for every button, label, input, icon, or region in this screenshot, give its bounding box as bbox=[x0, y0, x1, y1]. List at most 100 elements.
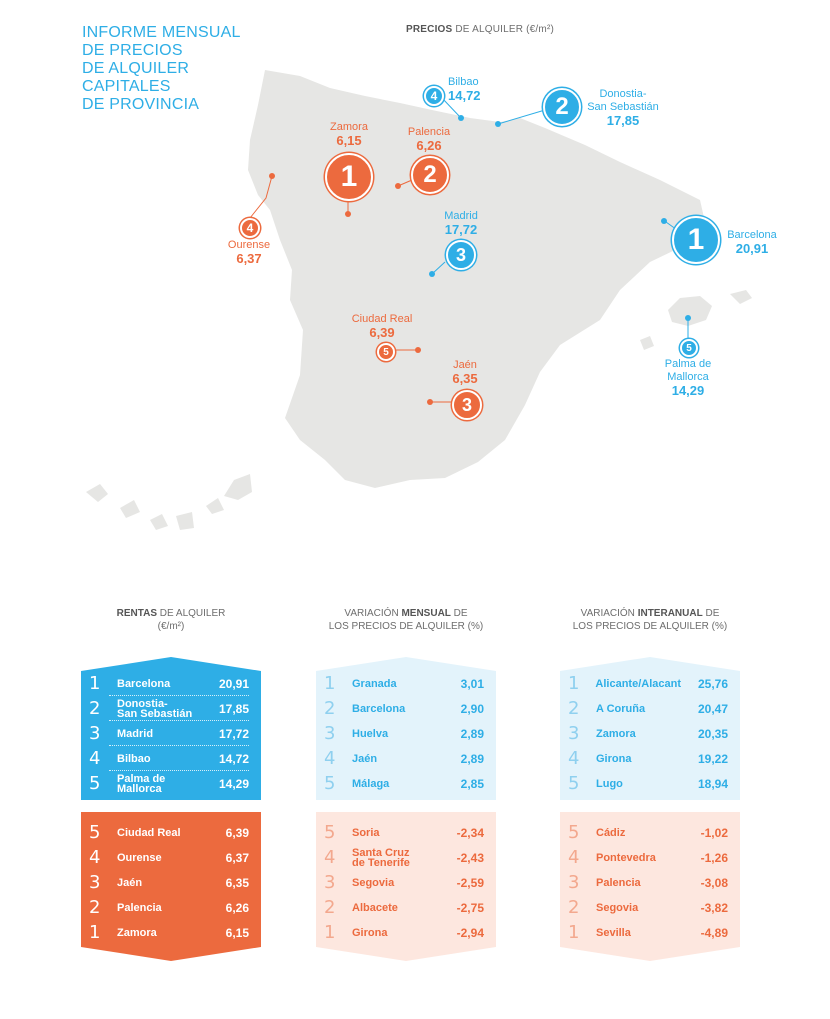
ranking-row: 2 A Coruña 20,47 bbox=[560, 696, 740, 721]
ranking-row: 2 Albacete -2,75 bbox=[316, 895, 496, 920]
rank-bubble-palma: 5 bbox=[680, 339, 698, 357]
rank-number: 1 bbox=[568, 673, 580, 694]
city-value: 14,72 bbox=[218, 751, 249, 766]
rank-number: 2 bbox=[89, 897, 101, 918]
header-line2: LOS PRECIOS DE ALQUILER (%) bbox=[328, 621, 484, 632]
ranking-row: 1 Alicante/Alacant 25,76 bbox=[560, 671, 740, 696]
rank-number: 4 bbox=[324, 847, 336, 868]
ranking-row: 3 Segovia -2,59 bbox=[316, 870, 496, 895]
city-name: Jaén bbox=[352, 752, 378, 765]
city-name: Girona bbox=[352, 926, 388, 939]
rentas-header: RENTAS DE ALQUILER (€/m²) bbox=[61, 607, 281, 633]
menorca-shape bbox=[730, 290, 752, 304]
city-value: 14,29 bbox=[218, 776, 249, 791]
ranking-row: 4 Santa Cruz de Tenerife -2,43 bbox=[316, 845, 496, 870]
rank-number: 2 bbox=[568, 897, 580, 918]
ranking-row: 5 Ciudad Real 6,39 bbox=[81, 820, 261, 845]
connector-ourense bbox=[249, 175, 273, 219]
connector-bilbao bbox=[441, 97, 462, 119]
dot-zamora bbox=[345, 211, 351, 217]
city-name: Palencia bbox=[407, 126, 451, 138]
city-value: 6,15 bbox=[225, 925, 249, 940]
dot-ourense bbox=[269, 173, 275, 179]
ranking-row: 5 Cádiz -1,02 bbox=[560, 820, 740, 845]
ranking-row: 2 Donostia- San Sebastián 17,85 bbox=[81, 696, 261, 721]
rank-number: 5 bbox=[324, 822, 336, 843]
city-label-ciudad-real: Ciudad Real 6,39 bbox=[340, 313, 424, 339]
rank-number: 1 bbox=[89, 922, 101, 943]
ranking-row: 5 Málaga 2,85 bbox=[316, 771, 496, 796]
city-value: -2,34 bbox=[456, 825, 484, 840]
city-name: Jaén bbox=[453, 359, 477, 371]
dot-palma bbox=[685, 315, 691, 321]
city-name: Zamora bbox=[117, 926, 157, 939]
city-value: 20,35 bbox=[697, 726, 728, 741]
city-name: Sevilla bbox=[596, 926, 631, 939]
rank-number: 1 bbox=[324, 673, 336, 694]
city-label-madrid: Madrid 17,72 bbox=[430, 210, 492, 236]
city-name: Girona bbox=[596, 752, 632, 765]
city-name: Ourense bbox=[117, 851, 162, 864]
city-label-donostia: Donostia- San Sebastián 17,85 bbox=[578, 88, 668, 127]
interanual-bottom-panel: 5 Cádiz -1,02 4 Pontevedra -1,26 3 Palencia -3,0… bbox=[560, 812, 740, 961]
city-name: Huelva bbox=[352, 727, 389, 740]
city-value: 17,85 bbox=[606, 113, 640, 128]
dot-bilbao bbox=[458, 115, 464, 121]
row-divider bbox=[109, 720, 249, 721]
peninsula-shape bbox=[248, 70, 705, 488]
city-value: 2,89 bbox=[460, 726, 484, 741]
rank-number: 3 bbox=[89, 872, 101, 893]
ranking-row: 1 Girona -2,94 bbox=[316, 920, 496, 945]
ranking-row: 5 Palma de Mallorca 14,29 bbox=[81, 771, 261, 796]
city-name: Barcelona bbox=[727, 229, 777, 241]
map-header-rest: DE ALQUILER (€/m²) bbox=[452, 24, 555, 35]
rank-bubble-ciudad-real: 5 bbox=[377, 343, 395, 361]
city-value: -2,75 bbox=[456, 900, 484, 915]
city-value: 2,85 bbox=[460, 776, 484, 791]
city-value: 6,37 bbox=[236, 251, 262, 266]
city-name: Madrid bbox=[444, 210, 478, 222]
city-name: Palma de Mallorca bbox=[117, 772, 166, 795]
ranking-row: 1 Zamora 6,15 bbox=[81, 920, 261, 945]
city-value: 2,89 bbox=[460, 751, 484, 766]
city-label-zamora: Zamora 6,15 bbox=[318, 121, 380, 147]
rank-number: 5 bbox=[89, 822, 101, 843]
city-value: 6,15 bbox=[336, 133, 362, 148]
interanual-top-panel: 1 Alicante/Alacant 25,76 2 A Coruña 20,47 3 Zam… bbox=[560, 657, 740, 800]
city-value: -1,26 bbox=[700, 850, 728, 865]
rank-number: 2 bbox=[568, 698, 580, 719]
ranking-row: 3 Huelva 2,89 bbox=[316, 721, 496, 746]
mallorca-shape bbox=[668, 296, 712, 326]
rank-number: 2 bbox=[89, 698, 101, 719]
city-value: 20,91 bbox=[218, 676, 249, 691]
ranking-row: 4 Pontevedra -1,26 bbox=[560, 845, 740, 870]
city-name-2: San Sebastián bbox=[587, 101, 659, 113]
city-name: Ciudad Real bbox=[117, 826, 181, 839]
dot-ciudad-real bbox=[415, 347, 421, 353]
city-name: Jaén bbox=[117, 876, 143, 889]
rank-bubble-donostia: 2 bbox=[543, 88, 581, 126]
ranking-row: 5 Lugo 18,94 bbox=[560, 771, 740, 796]
rank-bubble-zamora: 1 bbox=[325, 153, 373, 201]
ranking-row: 4 Ourense 6,37 bbox=[81, 845, 261, 870]
rank-number: 3 bbox=[324, 723, 336, 744]
rank-number: 1 bbox=[568, 922, 580, 943]
row-divider bbox=[109, 745, 249, 746]
city-value: 20,47 bbox=[697, 701, 728, 716]
canary-island-shape bbox=[86, 484, 108, 502]
city-value: 14,72 bbox=[448, 88, 481, 103]
mensual-top-panel: 1 Granada 3,01 2 Barcelona 2,90 3 Huelva 2,89 4 Ja… bbox=[316, 657, 496, 800]
rank-number: 3 bbox=[324, 872, 336, 893]
city-value: 19,22 bbox=[697, 751, 728, 766]
city-value: 17,72 bbox=[444, 222, 478, 237]
city-label-palma: Palma de Mallorca 14,29 bbox=[652, 358, 724, 397]
mensual-header: VARIACIÓN MENSUAL DE LOS PRECIOS DE ALQU… bbox=[296, 607, 516, 633]
city-value: 6,37 bbox=[225, 850, 249, 865]
ranking-row: 2 Segovia -3,82 bbox=[560, 895, 740, 920]
city-name: Ourense bbox=[227, 239, 271, 251]
rank-number: 3 bbox=[89, 723, 101, 744]
city-name: Lugo bbox=[596, 777, 623, 790]
city-name: Alicante/Alacant bbox=[595, 677, 681, 690]
dot-barcelona bbox=[661, 218, 667, 224]
title-line: DE PRECIOS bbox=[82, 42, 183, 59]
